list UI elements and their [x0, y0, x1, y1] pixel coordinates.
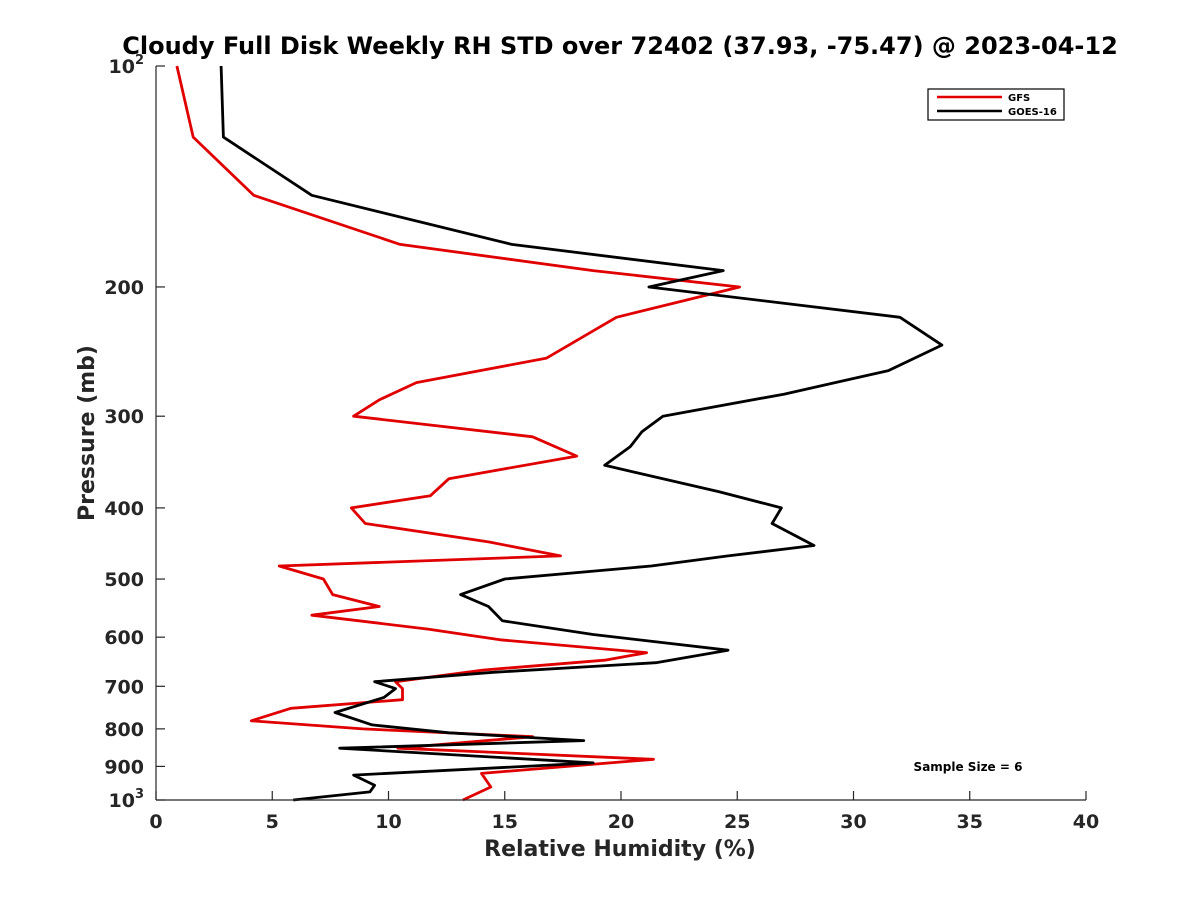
legend-label-gfs: GFS	[1008, 93, 1030, 104]
legend-box	[927, 88, 1065, 121]
y-tick-label: 103	[109, 787, 145, 812]
x-axis-label: Relative Humidity (%)	[484, 837, 756, 862]
plot-background	[156, 66, 1086, 800]
x-tick-label: 5	[266, 811, 279, 833]
y-tick-label: 900	[104, 756, 144, 778]
x-tick-label: 20	[608, 811, 634, 833]
y-axis-label: Pressure (mb)	[75, 345, 100, 521]
x-tick-label: 25	[724, 811, 750, 833]
y-tick-label: 400	[104, 498, 144, 520]
x-tick-label: 10	[375, 811, 401, 833]
y-tick-label: 300	[104, 406, 144, 428]
y-tick-label: 102	[109, 53, 145, 78]
y-tick-label: 600	[104, 627, 144, 649]
y-axis-ticks: 102 200 300 400 500 600 700 800 900 103	[104, 53, 165, 812]
plot-area: 0 5 10 15 20 25 30 35 40 102 200 300 400 500 600 700 80…	[104, 53, 1099, 833]
legend-label-goes16: GOES-16	[1008, 107, 1057, 118]
x-tick-label: 35	[957, 811, 983, 833]
y-tick-label: 500	[104, 569, 144, 591]
x-tick-label: 15	[492, 811, 518, 833]
y-tick-label: 800	[104, 719, 144, 741]
x-tick-label: 40	[1073, 811, 1099, 833]
series-line-gfs	[175, 65, 741, 802]
legend: GFS GOES-16	[927, 88, 1065, 121]
y-tick-label: 200	[104, 277, 144, 299]
sample-size-annotation: Sample Size = 6	[914, 760, 1023, 774]
y-tick-label: 700	[104, 676, 144, 698]
series-layer	[175, 65, 944, 802]
series-line-goes16	[219, 65, 944, 802]
x-axis-ticks: 0 5 10 15 20 25 30 35 40	[149, 791, 1099, 833]
x-tick-label: 30	[840, 811, 866, 833]
chart-title: Cloudy Full Disk Weekly RH STD over 7240…	[122, 32, 1118, 60]
x-tick-label: 0	[149, 811, 162, 833]
